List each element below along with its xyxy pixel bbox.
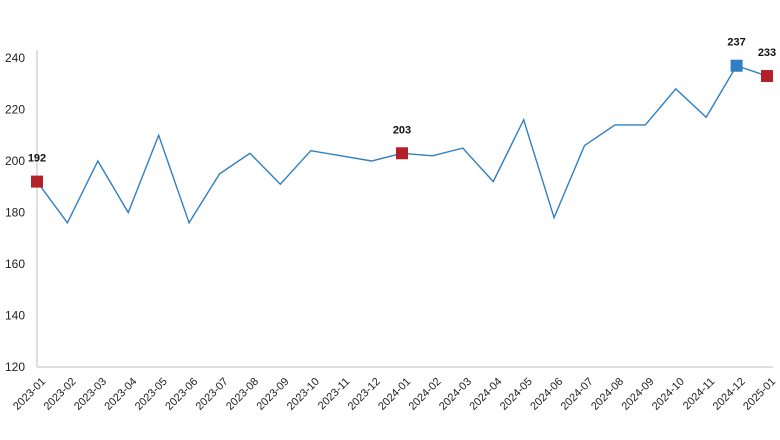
x-tick-label: 2023-06 xyxy=(163,376,200,413)
y-tick-label: 240 xyxy=(5,51,25,65)
x-tick-label: 2024-05 xyxy=(498,376,535,413)
x-tick-label: 2023-09 xyxy=(255,376,292,413)
x-tick-label: 2023-03 xyxy=(72,376,109,413)
x-tick-label: 2024-04 xyxy=(467,376,504,413)
y-tick-label: 180 xyxy=(5,206,25,220)
point-marker xyxy=(31,175,43,188)
highlight-markers xyxy=(31,59,773,188)
y-tick-label: 200 xyxy=(5,154,25,168)
x-tick-label: 2023-01 xyxy=(11,376,48,413)
y-tick-label: 140 xyxy=(5,309,25,323)
x-tick-label: 2024-02 xyxy=(407,376,444,413)
x-tick-label: 2023-12 xyxy=(346,376,383,413)
y-tick-label: 160 xyxy=(5,257,25,271)
y-tick-label: 120 xyxy=(5,360,25,374)
x-tick-label: 2023-05 xyxy=(133,376,170,413)
x-tick-label: 2023-07 xyxy=(194,376,231,413)
x-tick-label: 2024-03 xyxy=(437,376,474,413)
x-tick-label: 2024-12 xyxy=(711,376,748,413)
series-layer xyxy=(36,64,768,225)
x-tick-label: 2025-01 xyxy=(741,376,778,413)
x-tick-label: 2024-07 xyxy=(559,376,596,413)
point-value-label: 233 xyxy=(758,47,776,59)
x-tick-label: 2024-08 xyxy=(589,376,626,413)
point-marker xyxy=(761,70,773,83)
series-line xyxy=(36,64,768,225)
point-marker xyxy=(730,59,743,72)
x-tick-label: 2023-04 xyxy=(102,376,139,413)
x-tick-label: 2024-06 xyxy=(528,376,565,413)
x-tick-label: 2024-01 xyxy=(376,376,413,413)
x-axis: 2023-012023-022023-032023-042023-052023-… xyxy=(11,366,778,413)
x-tick-label: 2024-10 xyxy=(650,376,687,413)
point-value-label: 192 xyxy=(28,153,46,165)
point-value-label: 203 xyxy=(393,124,411,136)
x-tick-label: 2023-08 xyxy=(224,376,261,413)
y-tick-label: 220 xyxy=(5,103,25,117)
point-value-label: 237 xyxy=(727,37,745,49)
x-tick-label: 2023-10 xyxy=(285,376,322,413)
x-tick-label: 2024-09 xyxy=(620,376,657,413)
y-axis: 120 140 160 180 200 220 240 xyxy=(5,50,38,374)
point-labels: 192 203 237 233 xyxy=(28,37,776,165)
point-marker xyxy=(396,147,408,160)
x-tick-label: 2023-02 xyxy=(42,376,79,413)
